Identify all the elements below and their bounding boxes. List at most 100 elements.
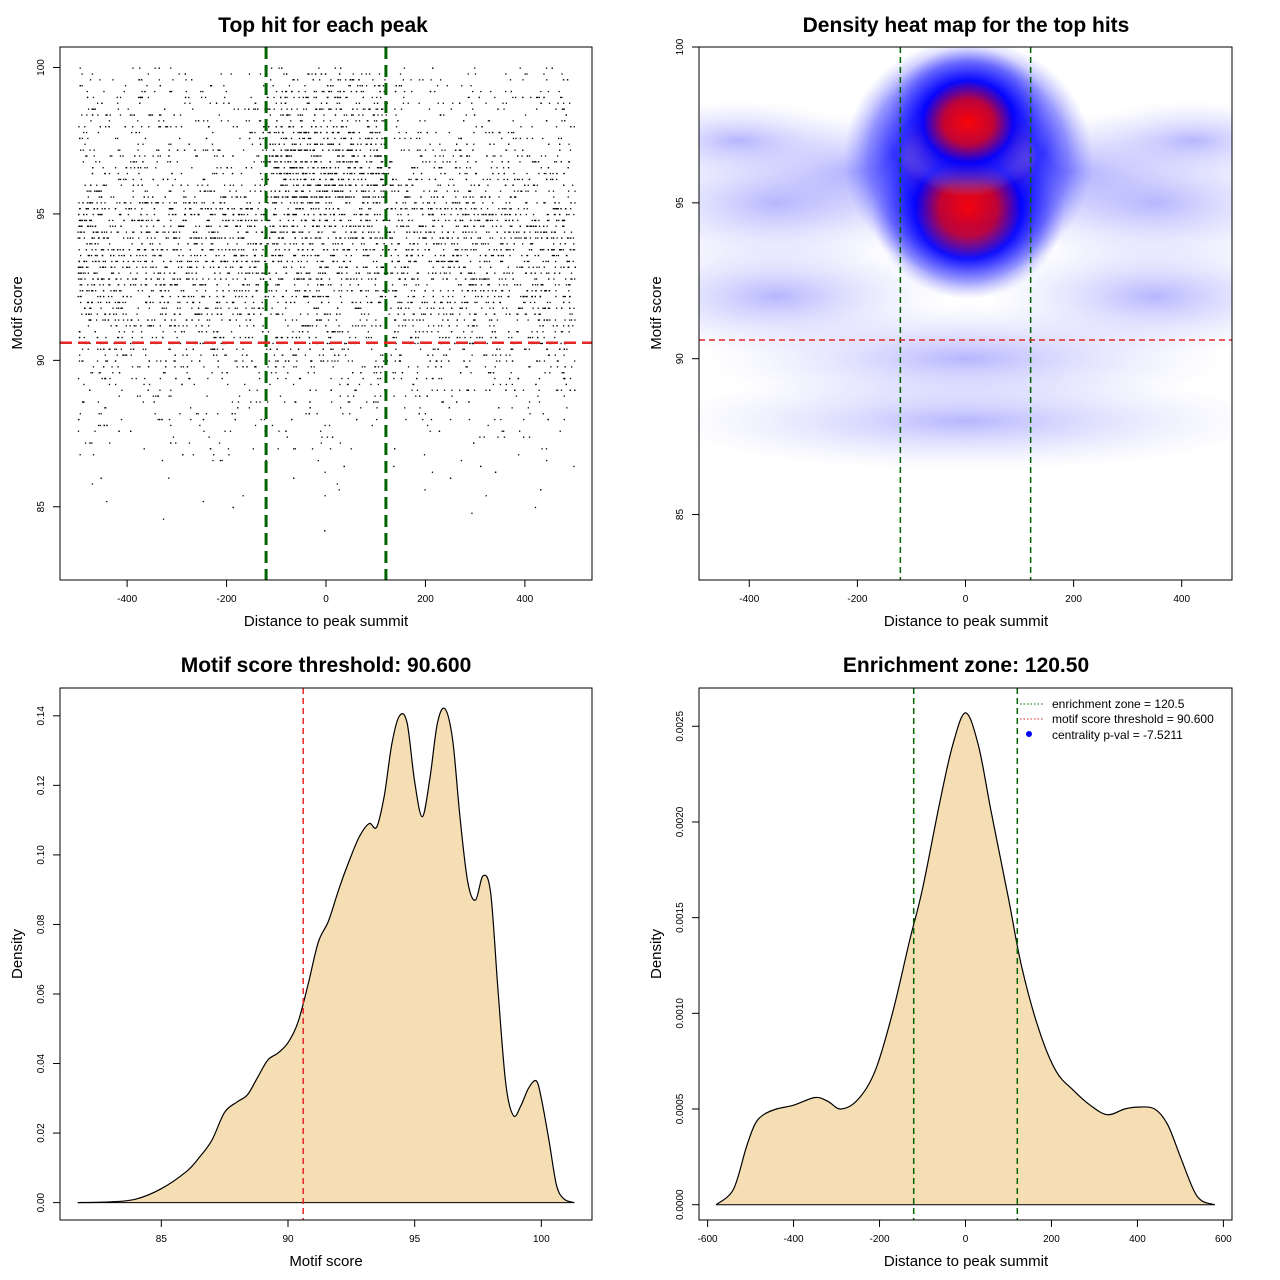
scatter-point: [439, 237, 441, 239]
scatter-point: [505, 219, 507, 222]
scatter-point: [319, 237, 322, 239]
scatter-point: [283, 213, 285, 216]
scatter-point: [337, 167, 340, 169]
scatter-point: [371, 348, 373, 350]
scatter-point: [518, 231, 520, 233]
scatter-point: [372, 260, 375, 263]
scatter-point: [91, 290, 93, 292]
scatter-point: [141, 96, 143, 99]
scatter-point: [382, 190, 384, 192]
scatter-point: [316, 237, 318, 239]
scatter-point: [490, 336, 492, 339]
scatter-point: [390, 254, 392, 257]
scatter-point: [362, 377, 364, 380]
scatter-point: [319, 79, 321, 81]
scatter-point: [558, 90, 560, 93]
scatter-point: [449, 272, 451, 274]
scatter-point: [236, 313, 239, 315]
scatter-point: [225, 266, 227, 268]
scatter-point: [240, 313, 242, 315]
scatter-point: [111, 295, 113, 298]
scatter-point: [513, 172, 515, 175]
scatter-point: [291, 260, 293, 263]
scatter-point: [373, 231, 375, 233]
scatter-point: [174, 360, 176, 362]
scatter-point: [213, 155, 216, 157]
scatter-point: [192, 108, 194, 110]
scatter-point: [294, 149, 296, 151]
scatter-point: [308, 231, 310, 233]
scatter-point: [165, 313, 167, 315]
scatter-point: [477, 295, 479, 298]
scatter-point: [465, 114, 467, 116]
scatter-point: [167, 161, 169, 163]
scatter-point: [281, 254, 284, 257]
scatter-point: [216, 284, 218, 286]
scatter-point: [440, 79, 442, 81]
scatter-point: [199, 424, 201, 427]
scatter-point: [474, 301, 476, 304]
scatter-point: [341, 266, 343, 268]
scatter-point: [505, 278, 507, 280]
scatter-point: [447, 290, 449, 292]
scatter-point: [195, 202, 198, 204]
scatter-point: [324, 172, 326, 175]
scatter-point: [125, 266, 128, 268]
scatter-point: [326, 436, 329, 438]
scatter-point: [174, 319, 176, 321]
scatter-point: [281, 278, 283, 280]
scatter-point: [175, 231, 177, 233]
scatter-point: [501, 208, 504, 210]
scatter-point: [206, 260, 208, 263]
scatter-point: [342, 126, 344, 128]
scatter-point: [129, 114, 131, 116]
scatter-point: [154, 90, 156, 93]
scatter-point: [296, 108, 298, 110]
scatter-point: [345, 79, 347, 81]
scatter-point: [213, 454, 215, 456]
scatter-point: [316, 313, 318, 315]
scatter-point: [178, 225, 180, 227]
scatter-point: [84, 219, 86, 222]
scatter-point: [338, 196, 340, 198]
scatter-point: [337, 178, 340, 181]
scatter-point: [303, 184, 305, 186]
scatter-point: [396, 225, 398, 227]
scatter-point: [316, 290, 318, 292]
scatter-point: [357, 225, 360, 227]
scatter-point: [336, 102, 338, 104]
scatter-point: [473, 208, 475, 210]
scatter-point: [197, 313, 199, 315]
scatter-point: [292, 354, 294, 356]
scatter-point: [271, 155, 273, 157]
scatter-point: [519, 307, 521, 309]
scatter-point: [243, 254, 245, 257]
scatter-point: [205, 331, 208, 333]
scatter-point: [558, 202, 560, 204]
scatter-point: [352, 143, 355, 145]
scatter-point: [494, 295, 496, 298]
scatter-point: [536, 331, 538, 333]
scatter-point: [368, 167, 370, 169]
scatter-point: [511, 383, 513, 386]
scatter-point: [186, 366, 189, 368]
scatter-point: [238, 295, 240, 298]
scatter-point: [205, 307, 208, 309]
scatter-point: [130, 295, 132, 298]
scatter-point: [556, 360, 558, 362]
scatter-point: [140, 284, 142, 286]
scatter-point: [248, 219, 250, 222]
scatter-point: [358, 102, 360, 104]
scatter-point: [379, 213, 381, 216]
scatter-point: [348, 249, 351, 251]
scatter-point: [86, 114, 88, 116]
scatter-point: [250, 401, 252, 403]
scatter-point: [383, 120, 385, 122]
scatter-point: [106, 237, 108, 239]
scatter-point: [516, 313, 518, 315]
scatter-point: [110, 196, 112, 198]
scatter-point: [300, 131, 302, 134]
scatter-point: [236, 307, 238, 309]
scatter-point: [304, 161, 306, 163]
scatter-point: [78, 360, 81, 362]
